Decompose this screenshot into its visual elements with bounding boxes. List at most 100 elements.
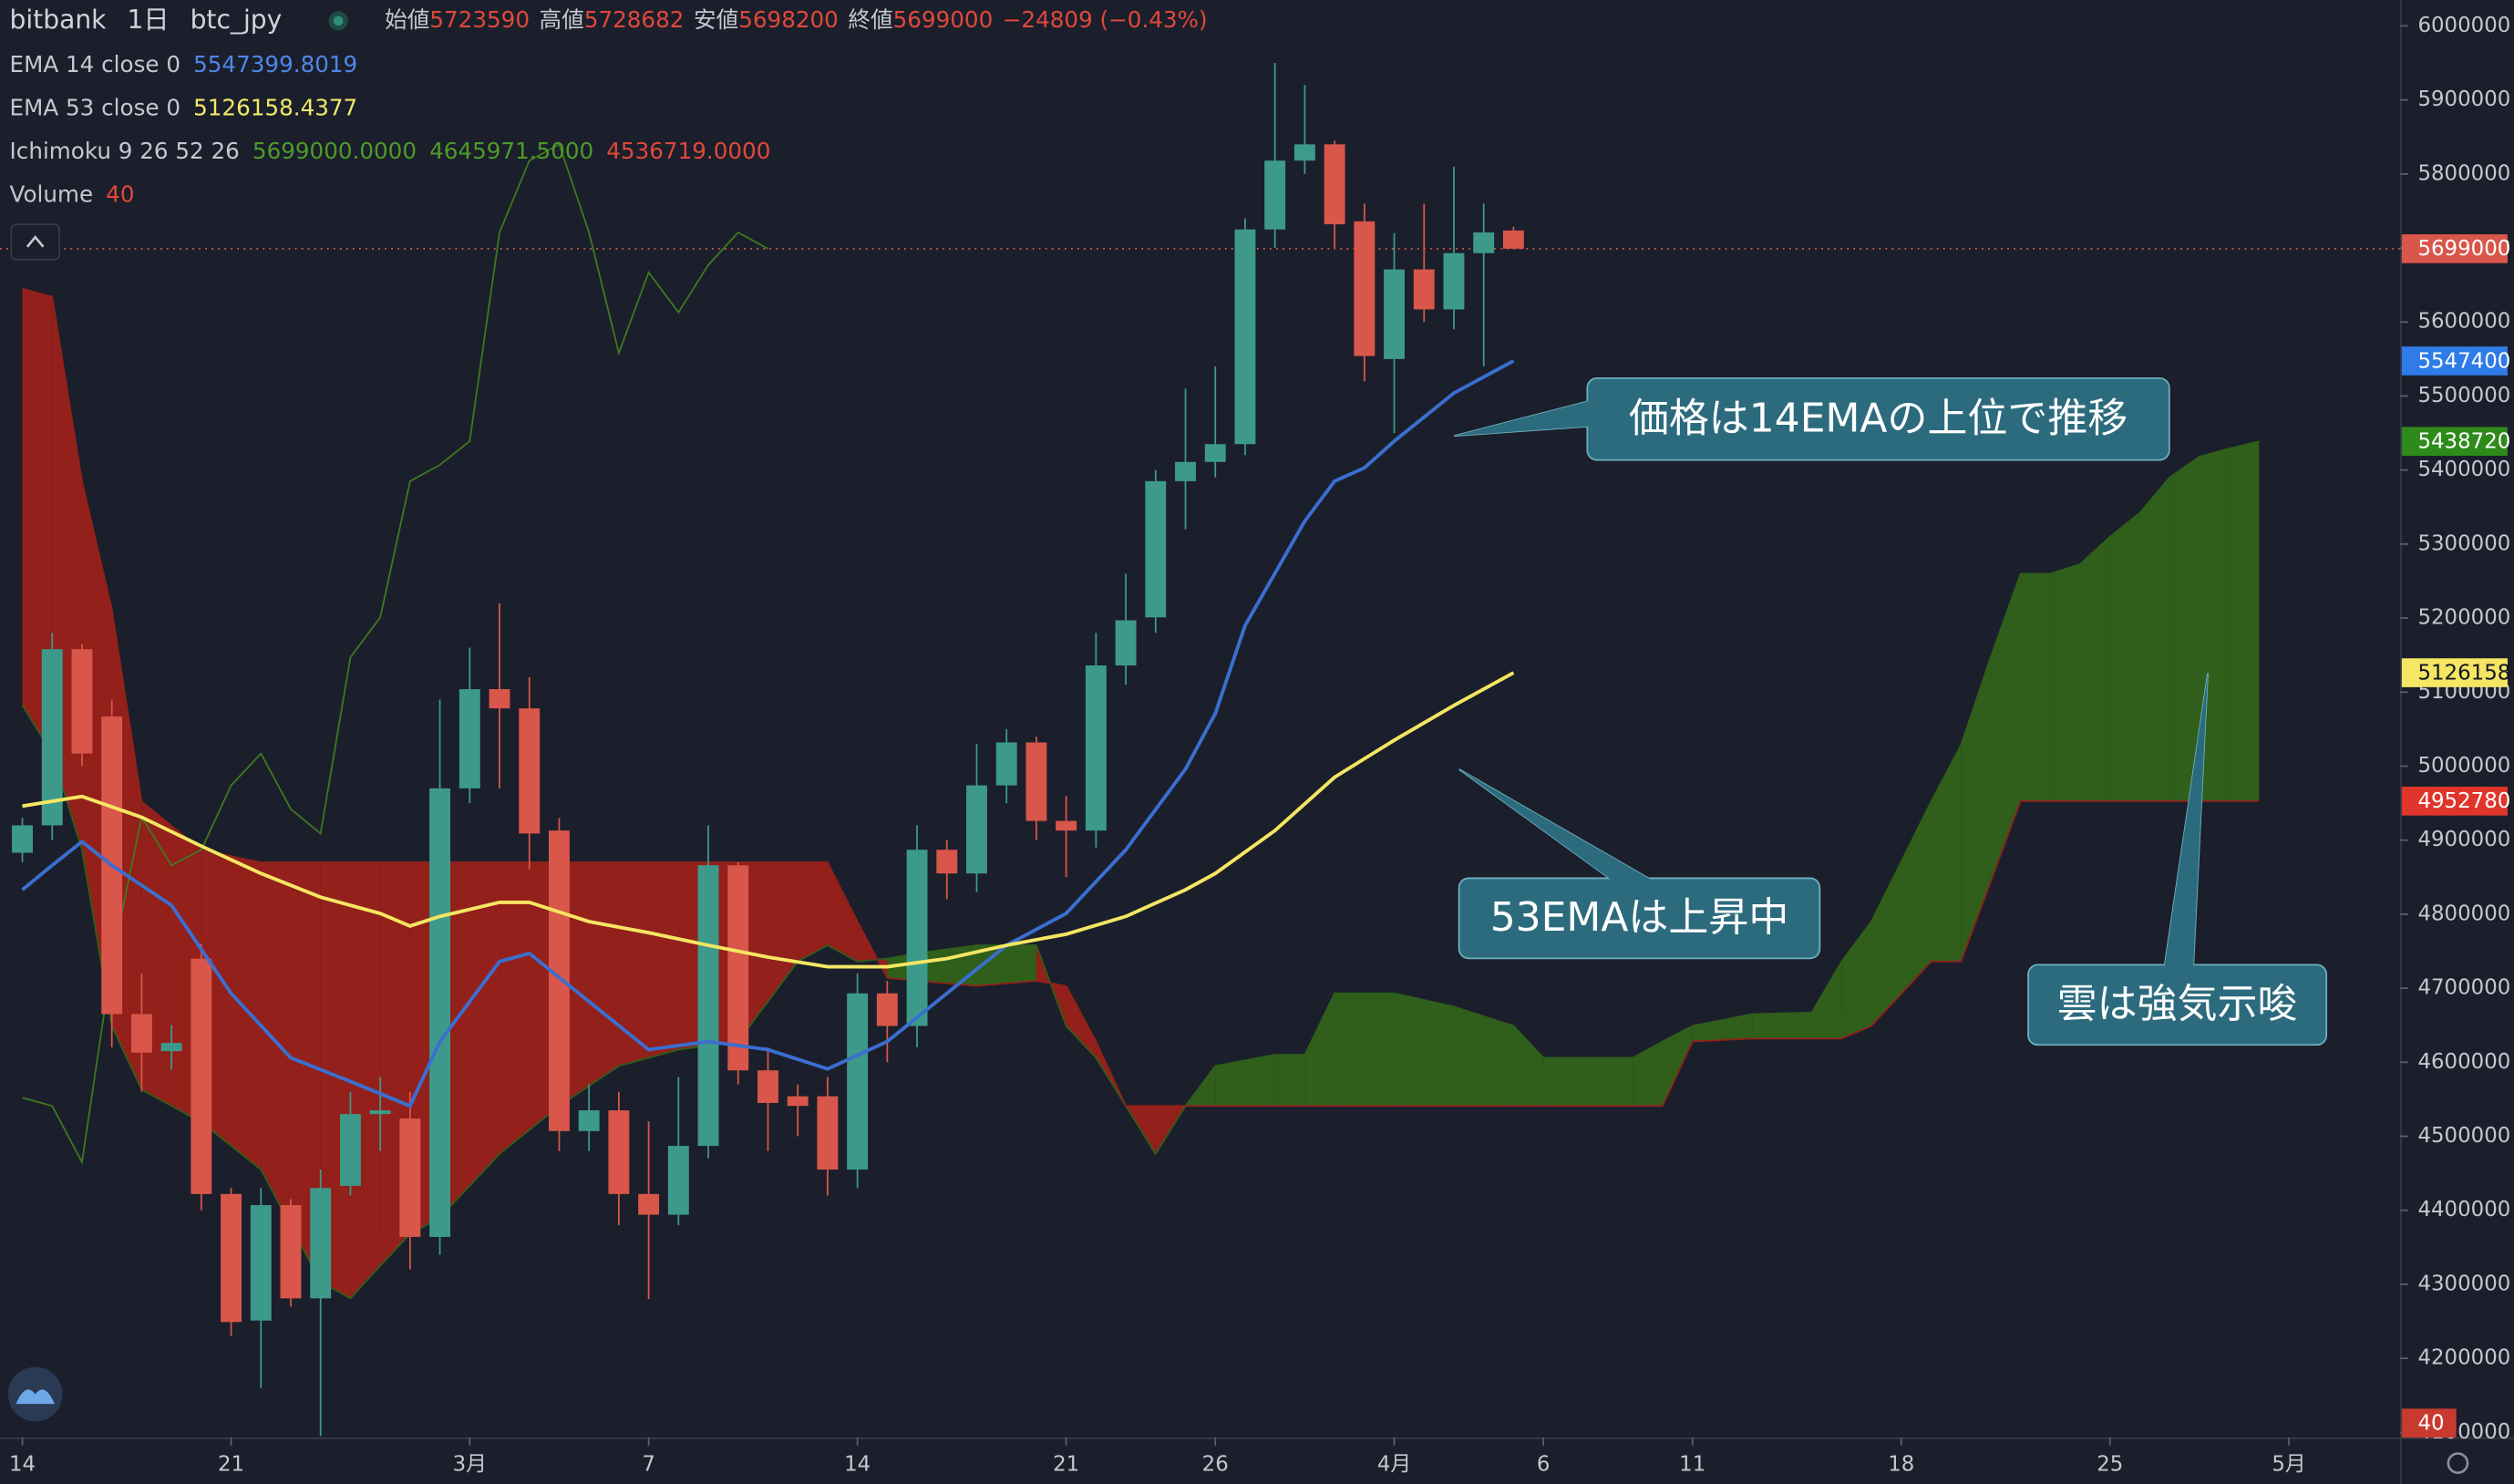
x-tick-label: 14 [9, 1452, 36, 1476]
candle-body [399, 1118, 421, 1237]
x-tick-label: 14 [844, 1452, 871, 1476]
cloud-segment [2139, 477, 2170, 801]
y-tick-label: 4700000 [2417, 976, 2510, 1000]
ohlc-label: 高値 [540, 6, 584, 33]
candle-body [787, 1096, 809, 1107]
ohlc-label: 終値 [848, 6, 892, 33]
candle-body [1354, 221, 1375, 356]
y-tick-label: 5600000 [2417, 310, 2510, 334]
candle-body [817, 1096, 839, 1170]
price-tag [2401, 234, 2508, 263]
y-tick-label: 4500000 [2417, 1124, 2510, 1148]
x-tick-label: 4月 [1377, 1452, 1411, 1476]
candle-body [1264, 160, 1286, 230]
cloud-segment [1513, 1025, 1544, 1107]
x-tick-label: 6 [1537, 1452, 1551, 1476]
candle-body [1145, 480, 1167, 618]
y-tick-label: 5000000 [2417, 754, 2510, 778]
status-dot [333, 15, 344, 26]
y-tick-label: 4800000 [2417, 902, 2510, 925]
candle-body [847, 993, 869, 1170]
candle-body [221, 1193, 242, 1323]
candle-body [667, 1146, 689, 1215]
y-tick-label: 5400000 [2417, 458, 2510, 481]
candle-body [1085, 665, 1107, 831]
cloud-segment [618, 862, 679, 1067]
legend-value: 4645971.5000 [429, 138, 593, 164]
cloud-segment [500, 862, 560, 1154]
candle-body [757, 1070, 778, 1103]
price-tag [2401, 658, 2508, 687]
callout-text: 雲は強気示唆 [2057, 981, 2298, 1027]
legend-entry: EMA 53 close 0 5126158.4377 [10, 95, 358, 121]
cloud-segment [2020, 573, 2051, 801]
plot-area [0, 63, 2401, 1437]
ohlc-value: 5723590 [429, 6, 530, 33]
settings-icon[interactable] [2447, 1452, 2469, 1475]
legend-label: EMA 53 close 0 [10, 95, 180, 121]
cloud-segment [1871, 801, 1932, 1026]
legend-value: 5126158.4377 [193, 95, 357, 121]
candle-body [1293, 144, 1315, 161]
cloud-segment [827, 862, 858, 962]
y-tick-label: 4600000 [2417, 1050, 2510, 1074]
candle-body [458, 689, 480, 788]
cloud-segment [1215, 1055, 1275, 1107]
x-tick-label: 18 [1888, 1452, 1914, 1476]
ohlc-header: 始値5723590 高値5728682 安値5698200 終値5699000 −248… [385, 6, 1207, 33]
callout-pointer-join [1458, 768, 1652, 881]
cloud-segment [2169, 457, 2200, 801]
callout-pointer-join [1454, 400, 1591, 437]
symbol-header: bitbank 1日 btc_jpy [10, 5, 283, 35]
cloud-segment [1931, 745, 1962, 962]
cloud-segment [1543, 1057, 1633, 1107]
candle-body [906, 850, 928, 1026]
candle-body [727, 865, 749, 1071]
candle-body [130, 1014, 152, 1053]
x-tick-label: 25 [2097, 1452, 2123, 1476]
cloud-segment [1066, 985, 1097, 1058]
x-tick-label: 5月 [2272, 1452, 2305, 1476]
y-tick-label: 5300000 [2417, 531, 2510, 555]
callout-text: 価格は14EMAの上位で推移 [1629, 396, 2128, 442]
cloud-segment [1990, 573, 2021, 882]
candle-body [876, 993, 898, 1026]
candle-body [1443, 252, 1465, 310]
collapse-button[interactable] [10, 223, 60, 261]
ohlc-label: 始値 [385, 6, 429, 33]
y-tick-label: 5500000 [2417, 384, 2510, 407]
cloud-segment [1633, 1041, 1664, 1107]
cloud-segment [1663, 1025, 1693, 1107]
ema-line [22, 671, 1515, 969]
candle-body [1502, 230, 1524, 249]
ohlc-label: 安値 [694, 6, 738, 33]
candle-body [280, 1205, 302, 1299]
exchange: bitbank [10, 5, 108, 35]
cloud-segment [1394, 993, 1454, 1107]
cloud-segment [22, 288, 53, 754]
cloud-segment [2229, 441, 2260, 801]
candle-body [608, 1110, 630, 1194]
legend-entry: EMA 14 close 0 5547399.8019 [10, 51, 358, 77]
ema-line [21, 359, 1515, 1108]
cloud-segment [2080, 536, 2110, 801]
cloud-segment [1334, 993, 1395, 1107]
interval: 1日 [128, 5, 170, 35]
lagging-span [22, 143, 768, 1165]
candle-body [339, 1114, 361, 1186]
span-a-line [21, 440, 2260, 1300]
volume-tag [2401, 1408, 2457, 1438]
candle-body [1234, 229, 1256, 445]
span-b-line [22, 287, 2260, 1108]
cloud-segment [1752, 1012, 1812, 1039]
candle-body [578, 1110, 600, 1131]
legend-entry: Ichimoku 9 26 52 26 5699000.0000 4645971.5… [10, 138, 771, 164]
change: −24809 (−0.43%) [1003, 6, 1208, 33]
candle-body [995, 742, 1017, 786]
candle-body [310, 1188, 332, 1299]
price-tag [2401, 427, 2508, 457]
legend-label: Ichimoku 9 26 52 26 [10, 138, 240, 164]
ohlc-value: 5728682 [584, 6, 685, 33]
candle-body [966, 785, 987, 874]
price-tag [2401, 787, 2508, 816]
